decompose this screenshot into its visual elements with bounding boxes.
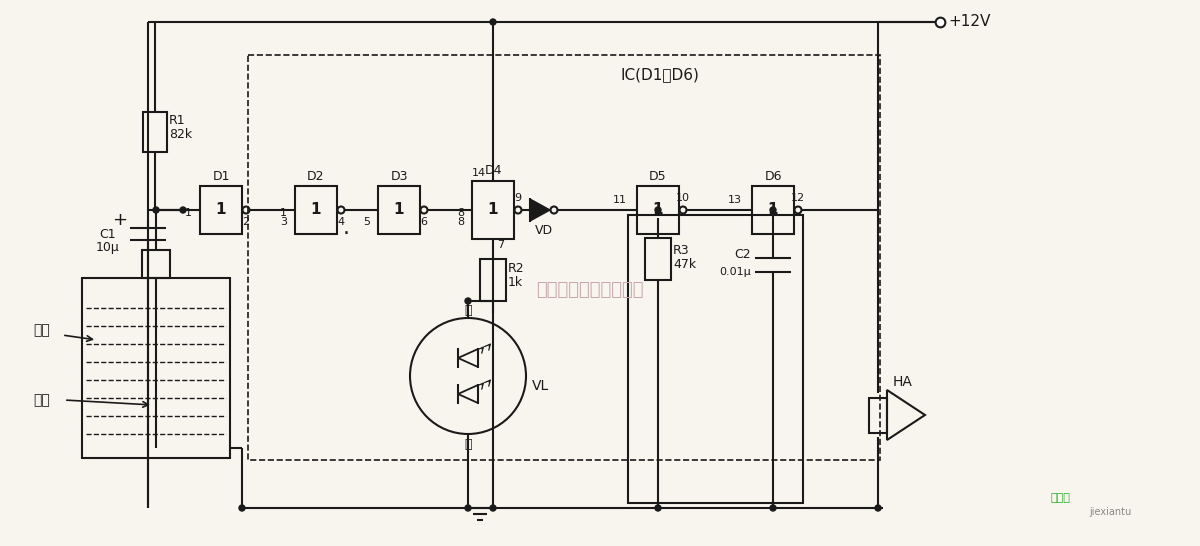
Text: D6: D6 bbox=[764, 169, 781, 182]
Text: 4: 4 bbox=[337, 217, 344, 227]
Text: HA: HA bbox=[893, 375, 913, 389]
Text: C1: C1 bbox=[100, 228, 116, 240]
Text: 1: 1 bbox=[768, 203, 779, 217]
Text: 1: 1 bbox=[280, 208, 287, 218]
Text: +: + bbox=[113, 211, 127, 229]
Text: R3: R3 bbox=[673, 244, 690, 257]
Text: 10: 10 bbox=[676, 193, 690, 203]
Text: 9: 9 bbox=[515, 193, 522, 203]
Text: 12: 12 bbox=[791, 193, 805, 203]
Text: 8: 8 bbox=[457, 217, 464, 227]
Bar bbox=[200, 186, 242, 234]
Text: 1: 1 bbox=[394, 203, 404, 217]
Text: D2: D2 bbox=[307, 169, 325, 182]
Text: D1: D1 bbox=[212, 169, 229, 182]
Text: 13: 13 bbox=[728, 195, 742, 205]
Text: 1: 1 bbox=[216, 203, 227, 217]
Bar bbox=[637, 186, 679, 234]
Bar bbox=[142, 250, 170, 278]
Circle shape bbox=[466, 505, 470, 511]
Text: 82k: 82k bbox=[169, 128, 192, 141]
Text: .: . bbox=[342, 218, 349, 238]
Bar bbox=[480, 259, 506, 301]
Text: +12V: +12V bbox=[948, 15, 990, 29]
Text: 5: 5 bbox=[364, 217, 370, 227]
Text: 1: 1 bbox=[653, 203, 664, 217]
Text: 3: 3 bbox=[280, 217, 287, 227]
Text: 0.01μ: 0.01μ bbox=[719, 267, 751, 277]
Bar bbox=[82, 278, 230, 458]
Bar bbox=[646, 238, 671, 280]
Text: R1: R1 bbox=[169, 114, 186, 127]
Text: 11: 11 bbox=[613, 195, 628, 205]
Bar bbox=[628, 215, 803, 503]
Text: 47k: 47k bbox=[673, 258, 696, 271]
Circle shape bbox=[770, 505, 776, 511]
Text: 14: 14 bbox=[472, 168, 486, 178]
Bar bbox=[869, 398, 887, 433]
Circle shape bbox=[875, 505, 881, 511]
Text: VL: VL bbox=[533, 379, 550, 393]
Polygon shape bbox=[530, 199, 550, 221]
Circle shape bbox=[655, 207, 661, 213]
Text: D5: D5 bbox=[649, 169, 667, 182]
Circle shape bbox=[239, 505, 245, 511]
Text: 杭州将睷科技有限公司: 杭州将睷科技有限公司 bbox=[536, 281, 643, 299]
Text: jiexiantu: jiexiantu bbox=[1088, 507, 1132, 517]
Text: 2: 2 bbox=[242, 217, 250, 227]
Text: 接线图: 接线图 bbox=[1050, 493, 1070, 503]
Text: VD: VD bbox=[535, 223, 553, 236]
Text: 水筱: 水筱 bbox=[34, 323, 50, 337]
Circle shape bbox=[490, 19, 496, 25]
Bar bbox=[378, 186, 420, 234]
Bar bbox=[143, 112, 167, 152]
Bar bbox=[472, 181, 514, 239]
Bar bbox=[248, 55, 880, 460]
Text: 1k: 1k bbox=[508, 276, 523, 289]
Text: D4: D4 bbox=[485, 164, 502, 177]
Circle shape bbox=[490, 505, 496, 511]
Bar bbox=[295, 186, 337, 234]
Text: C2: C2 bbox=[734, 248, 751, 262]
Text: 6: 6 bbox=[420, 217, 427, 227]
Bar bbox=[752, 186, 794, 234]
Text: 1: 1 bbox=[185, 208, 192, 218]
Text: 绿: 绿 bbox=[464, 437, 472, 450]
Text: R2: R2 bbox=[508, 263, 524, 276]
Circle shape bbox=[770, 207, 776, 213]
Text: 电极: 电极 bbox=[34, 393, 50, 407]
Text: IC(D1～D6): IC(D1～D6) bbox=[620, 68, 700, 82]
Text: 7: 7 bbox=[498, 240, 504, 250]
Text: 1: 1 bbox=[487, 203, 498, 217]
Circle shape bbox=[655, 505, 661, 511]
Text: 10μ: 10μ bbox=[96, 241, 120, 254]
Circle shape bbox=[466, 298, 470, 304]
Circle shape bbox=[154, 207, 158, 213]
Text: 8: 8 bbox=[457, 208, 464, 218]
Text: 红: 红 bbox=[464, 304, 472, 317]
Text: D3: D3 bbox=[390, 169, 408, 182]
Circle shape bbox=[180, 207, 186, 213]
Text: 1: 1 bbox=[311, 203, 322, 217]
